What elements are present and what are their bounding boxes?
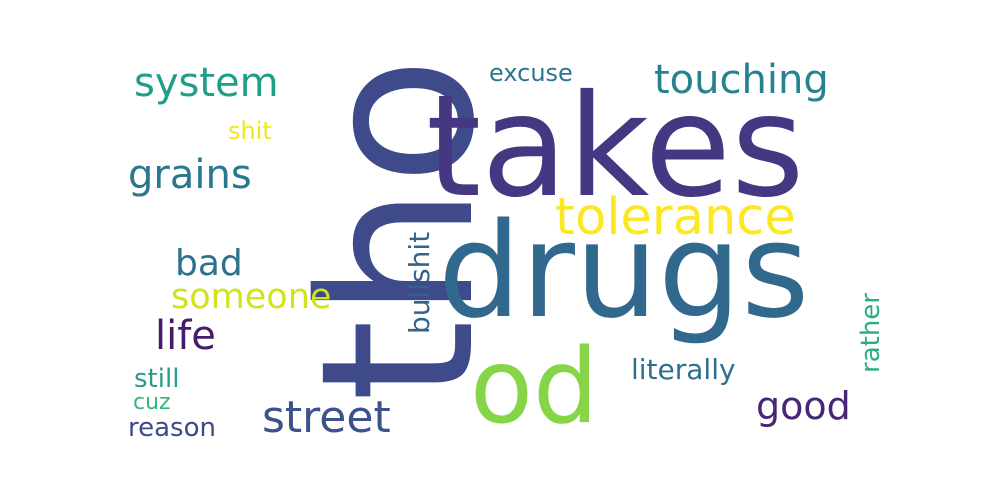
word-rather: rather: [856, 293, 886, 373]
word-drugs: drugs: [438, 194, 810, 347]
word-od: od: [470, 327, 599, 447]
word-bullshit: bullshit: [403, 231, 436, 334]
word-shit: shit: [228, 117, 272, 145]
word-takes: takes: [426, 65, 805, 229]
word-still: still: [134, 364, 180, 394]
word-grains: grains: [128, 152, 252, 198]
word-life: life: [155, 313, 216, 359]
word-someone: someone: [171, 277, 332, 317]
word-cuz: cuz: [133, 390, 171, 415]
word-reason: reason: [128, 413, 216, 443]
word-good: good: [756, 384, 851, 428]
word-literally: literally: [631, 353, 736, 386]
word-excuse: excuse: [489, 59, 573, 87]
word-bad: bad: [175, 243, 243, 284]
word-system: system: [134, 60, 279, 106]
word-street: street: [262, 392, 391, 443]
word-tolerance: tolerance: [555, 188, 796, 247]
word-touching: touching: [654, 57, 829, 103]
